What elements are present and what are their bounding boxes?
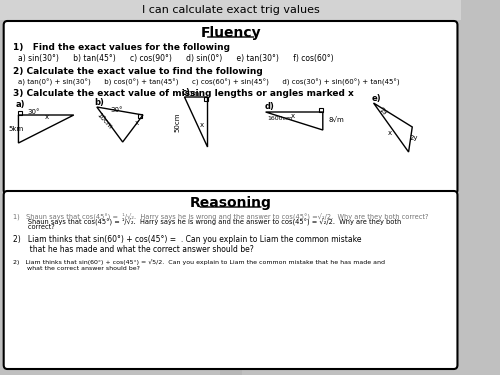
Bar bbox=[204, 97, 208, 101]
FancyBboxPatch shape bbox=[220, 20, 242, 375]
Text: x: x bbox=[45, 114, 49, 120]
Text: 2y: 2y bbox=[410, 135, 418, 141]
Text: 5km: 5km bbox=[8, 126, 24, 132]
Text: 8√m: 8√m bbox=[328, 118, 344, 124]
Text: Reasoning: Reasoning bbox=[190, 196, 272, 210]
Text: 10cm: 10cm bbox=[96, 112, 113, 130]
FancyBboxPatch shape bbox=[4, 21, 458, 194]
Text: 2)   Liam thinks that sin(60°) + cos(45°) =  . Can you explain to Liam the commo: 2) Liam thinks that sin(60°) + cos(45°) … bbox=[13, 236, 362, 244]
Text: 1)   Shaun says that cos(45°) =  ¹/√₂.  Harry says he is wrong and the answer to: 1) Shaun says that cos(45°) = ¹/√₂. Harr… bbox=[13, 212, 428, 220]
Text: 1)   Find the exact values for the following: 1) Find the exact values for the followi… bbox=[13, 44, 230, 52]
Text: 1600cm: 1600cm bbox=[268, 117, 292, 122]
Text: a): a) bbox=[16, 100, 25, 109]
Text: Fluency: Fluency bbox=[200, 26, 261, 40]
Text: that he has made and what the correct answer should be?: that he has made and what the correct an… bbox=[13, 244, 254, 254]
Text: 2) Calculate the exact value to find the following: 2) Calculate the exact value to find the… bbox=[13, 66, 262, 75]
Text: x: x bbox=[134, 120, 138, 126]
Bar bbox=[138, 114, 142, 118]
Text: 1m: 1m bbox=[188, 91, 200, 97]
Text: 30°: 30° bbox=[111, 107, 124, 113]
Text: correct?: correct? bbox=[13, 224, 54, 230]
Text: b): b) bbox=[94, 99, 104, 108]
Text: what the correct answer should be?: what the correct answer should be? bbox=[13, 267, 140, 272]
Text: e): e) bbox=[372, 94, 382, 104]
Text: Shaun says that cos(45°) = ¹/√₂.  Harry says he is wrong and the answer to cos(4: Shaun says that cos(45°) = ¹/√₂. Harry s… bbox=[13, 217, 401, 225]
Bar bbox=[319, 108, 323, 112]
Bar bbox=[18, 111, 22, 115]
Text: x: x bbox=[290, 113, 294, 119]
Text: x: x bbox=[200, 122, 204, 128]
Text: d): d) bbox=[264, 102, 274, 111]
Text: 3) Calculate the exact value of missing lengths or angles marked x: 3) Calculate the exact value of missing … bbox=[13, 90, 353, 99]
Text: a) sin(30°)      b) tan(45°)      c) cos(90°)      d) sin(0°)      e) tan(30°)  : a) sin(30°) b) tan(45°) c) cos(90°) d) s… bbox=[18, 54, 334, 63]
FancyBboxPatch shape bbox=[4, 191, 458, 369]
Text: a) tan(0°) + sin(30°)      b) cos(0°) + tan(45°)      c) cos(60°) + sin(45°)    : a) tan(0°) + sin(30°) b) cos(0°) + tan(4… bbox=[18, 78, 400, 86]
Text: c): c) bbox=[182, 87, 190, 96]
Text: 50cm: 50cm bbox=[174, 112, 180, 132]
Text: 30°: 30° bbox=[28, 109, 40, 115]
Text: 2)   Liam thinks that sin(60°) + cos(45°) = √5/2.  Can you explain to Liam the c: 2) Liam thinks that sin(60°) + cos(45°) … bbox=[13, 259, 385, 265]
Text: x: x bbox=[388, 130, 392, 136]
Text: 2y: 2y bbox=[378, 106, 389, 116]
Text: I can calculate exact trig values: I can calculate exact trig values bbox=[142, 5, 320, 15]
FancyBboxPatch shape bbox=[0, 0, 461, 20]
